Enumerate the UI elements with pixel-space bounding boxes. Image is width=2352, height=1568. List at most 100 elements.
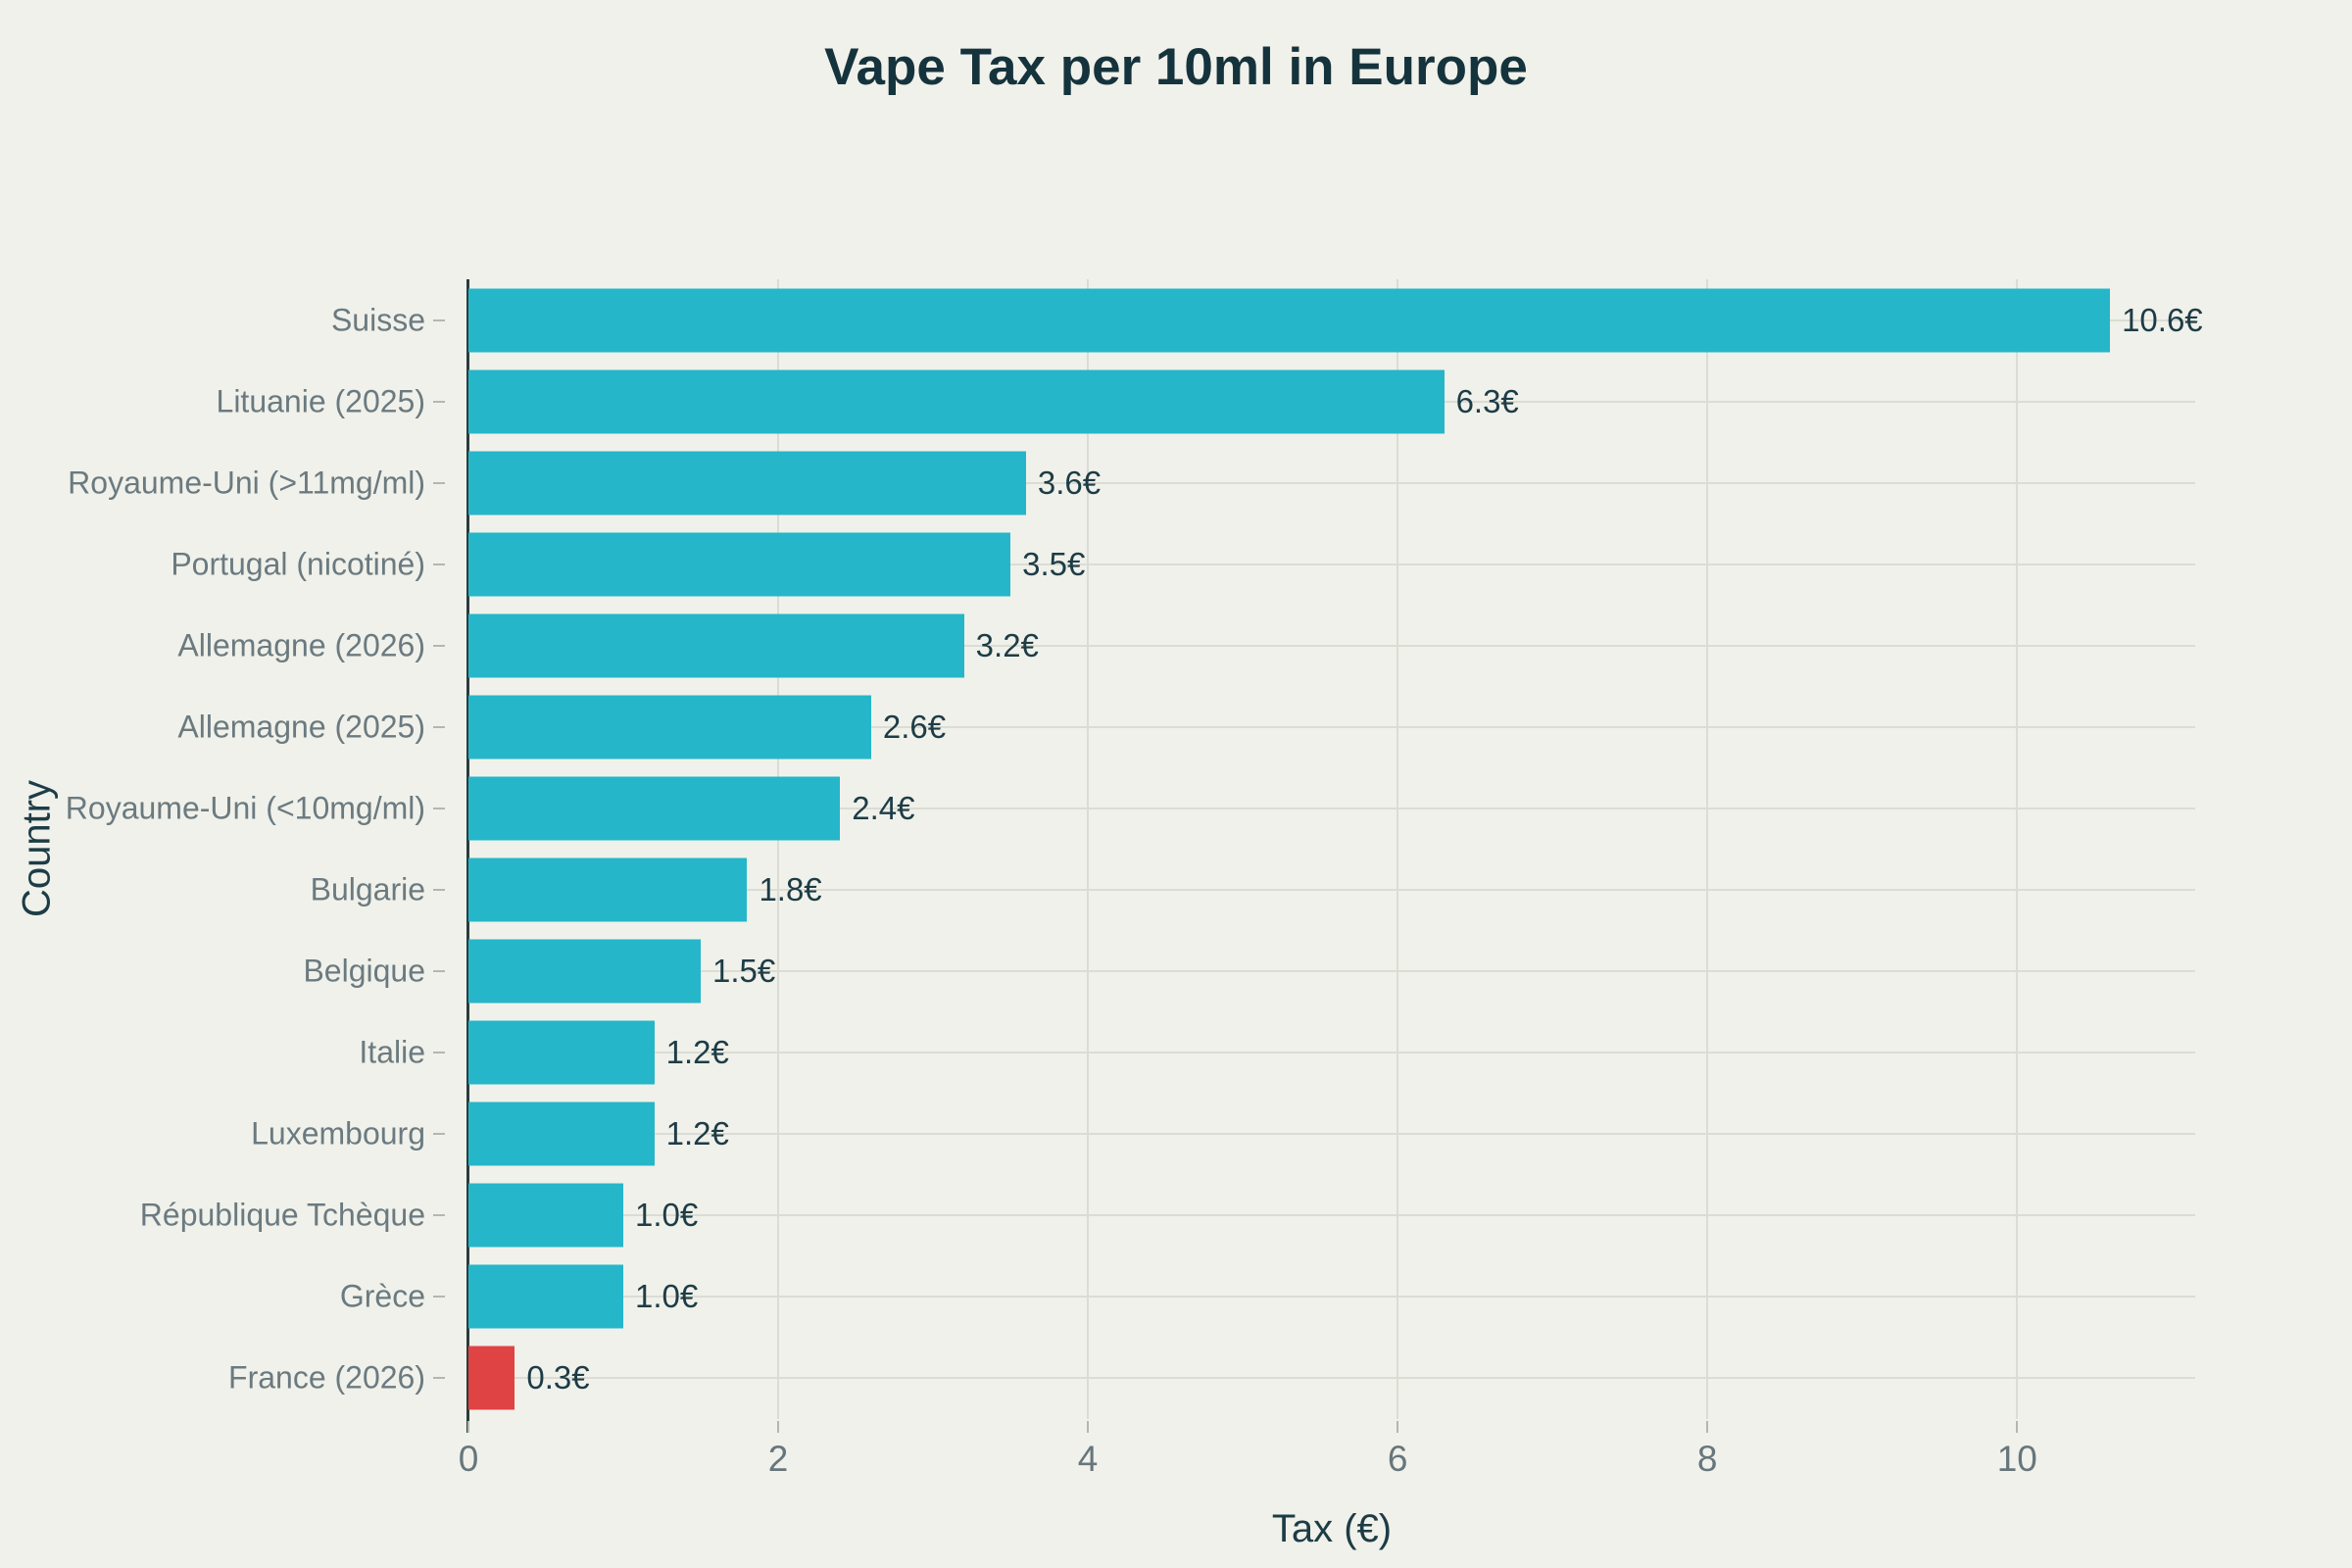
y-tick-mark-grece <box>433 1296 445 1298</box>
y-gridline-france-2026 <box>468 1377 2195 1380</box>
plot-area: 10.6€ 6.3€ 3.6€ 3.5€ 3.2€ 2.6€ 2.4€ 1.8€ 1.5€ 1.2… <box>468 279 2203 1419</box>
x-tick-label-4: 4 <box>1077 1439 1099 1479</box>
y-tick-label-royaume-uni-10mg-ml: Royaume-Uni (<10mg/ml) <box>65 790 425 826</box>
bar-value-label-france-2026: 0.3€ <box>526 1359 590 1396</box>
bar-row-royaume-uni-10mg-ml: 2.4€ <box>468 767 2195 849</box>
x-tick-mark-0 <box>467 1421 469 1433</box>
bar-row-allemagne-2026: 3.2€ <box>468 605 2195 686</box>
bar-row-belgique: 1.5€ <box>468 931 2195 1012</box>
y-tick-mark-bulgarie <box>433 889 445 892</box>
x-tick-mark-2 <box>777 1421 780 1433</box>
y-gridline-luxembourg <box>468 1133 2195 1136</box>
bar-row-luxembourg: 1.2€ <box>468 1094 2195 1175</box>
y-gridline-republique-tcheque <box>468 1214 2195 1217</box>
bar-bulgarie[interactable] <box>468 858 748 922</box>
bar-row-portugal-nicotine: 3.5€ <box>468 523 2195 605</box>
y-gridline-royaume-uni-10mg-ml <box>468 807 2195 809</box>
bar-belgique[interactable] <box>468 939 702 1004</box>
bar-portugal-nicotine[interactable] <box>468 532 1011 597</box>
y-tick-mark-belgique <box>433 970 445 973</box>
bar-royaume-uni-10mg-ml[interactable] <box>468 776 841 841</box>
y-tick-label-luxembourg: Luxembourg <box>251 1115 425 1152</box>
bar-row-grece: 1.0€ <box>468 1256 2195 1338</box>
bar-republique-tcheque[interactable] <box>468 1183 624 1248</box>
y-tick-mark-italie <box>433 1052 445 1054</box>
x-gridline-8 <box>1706 279 1709 1419</box>
y-tick-label-belgique: Belgique <box>303 953 425 989</box>
y-gridline-allemagne-2026 <box>468 644 2195 647</box>
x-gridline-6 <box>1396 279 1399 1419</box>
bar-value-label-allemagne-2026: 3.2€ <box>975 626 1039 663</box>
bar-value-label-italie: 1.2€ <box>665 1034 729 1071</box>
bar-value-label-royaume-uni-10mg-ml: 2.4€ <box>852 789 915 826</box>
bar-value-label-bulgarie: 1.8€ <box>759 871 822 908</box>
bar-italie[interactable] <box>468 1020 655 1085</box>
y-tick-mark-allemagne-2026 <box>433 644 445 647</box>
y-tick-label-republique-tcheque: République Tchèque <box>139 1197 425 1233</box>
x-tick-mark-6 <box>1396 1421 1399 1433</box>
bar-lituanie-2025[interactable] <box>468 369 1445 434</box>
bar-value-label-allemagne-2025: 2.6€ <box>882 708 947 745</box>
bar-grece[interactable] <box>468 1264 624 1329</box>
x-tick-label-2: 2 <box>767 1439 789 1479</box>
y-tick-mark-republique-tcheque <box>433 1214 445 1217</box>
bar-allemagne-2026[interactable] <box>468 613 964 678</box>
bar-row-france-2026: 0.3€ <box>468 1338 2195 1419</box>
x-tick-label-8: 8 <box>1696 1439 1718 1479</box>
bar-row-allemagne-2025: 2.6€ <box>468 686 2195 767</box>
bar-france-2026[interactable] <box>468 1346 515 1410</box>
bar-value-label-grece: 1.0€ <box>635 1278 699 1315</box>
x-tick-label-6: 6 <box>1387 1439 1408 1479</box>
x-tick-label-10: 10 <box>1996 1439 2037 1479</box>
y-tick-mark-lituanie-2025 <box>433 400 445 403</box>
bar-value-label-republique-tcheque: 1.0€ <box>635 1197 699 1234</box>
y-tick-label-suisse: Suisse <box>330 302 425 338</box>
bar-value-label-royaume-uni-11mg-ml: 3.6€ <box>1037 464 1102 501</box>
y-gridline-belgique <box>468 970 2195 973</box>
y-gridline-grece <box>468 1296 2195 1298</box>
bar-value-label-luxembourg: 1.2€ <box>665 1115 729 1152</box>
bar-row-lituanie-2025: 6.3€ <box>468 361 2195 442</box>
y-gridline-italie <box>468 1052 2195 1054</box>
x-gridline-4 <box>1087 279 1090 1419</box>
y-tick-label-grece: Grèce <box>339 1278 425 1314</box>
y-gridline-portugal-nicotine <box>468 563 2195 565</box>
y-tick-mark-portugal-nicotine <box>433 563 445 565</box>
y-tick-label-allemagne-2026: Allemagne (2026) <box>177 627 425 663</box>
bar-royaume-uni-11mg-ml[interactable] <box>468 451 1026 515</box>
y-tick-mark-royaume-uni-11mg-ml <box>433 481 445 484</box>
x-tick-mark-10 <box>2016 1421 2019 1433</box>
bar-row-bulgarie: 1.8€ <box>468 850 2195 931</box>
bar-value-label-portugal-nicotine: 3.5€ <box>1022 545 1086 582</box>
y-tick-label-allemagne-2025: Allemagne (2025) <box>177 709 425 745</box>
bar-allemagne-2025[interactable] <box>468 695 871 760</box>
bar-row-suisse: 10.6€ <box>468 279 2203 361</box>
y-tick-mark-france-2026 <box>433 1377 445 1380</box>
y-tick-label-portugal-nicotine: Portugal (nicotiné) <box>171 546 425 582</box>
bar-row-italie: 1.2€ <box>468 1012 2195 1094</box>
y-tick-label-italie: Italie <box>359 1034 425 1070</box>
y-axis-line <box>466 279 469 1433</box>
x-tick-label-0: 0 <box>458 1439 479 1479</box>
y-axis-labels: Suisse Lituanie (2025) Royaume-Uni (>11mg/… <box>0 279 453 1419</box>
x-tick-mark-4 <box>1087 1421 1090 1433</box>
bar-value-label-lituanie-2025: 6.3€ <box>1455 382 1519 419</box>
y-tick-label-france-2026: France (2026) <box>228 1359 425 1396</box>
y-tick-label-bulgarie: Bulgarie <box>310 871 425 907</box>
y-tick-label-lituanie-2025: Lituanie (2025) <box>216 383 425 419</box>
y-tick-label-royaume-uni-11mg-ml: Royaume-Uni (>11mg/ml) <box>68 465 425 501</box>
y-tick-mark-royaume-uni-10mg-ml <box>433 807 445 809</box>
bar-row-republique-tcheque: 1.0€ <box>468 1175 2195 1256</box>
bar-luxembourg[interactable] <box>468 1102 655 1166</box>
y-gridline-royaume-uni-11mg-ml <box>468 481 2195 484</box>
y-tick-mark-allemagne-2025 <box>433 725 445 728</box>
y-gridline-allemagne-2025 <box>468 725 2195 728</box>
bar-value-label-suisse: 10.6€ <box>2122 301 2203 338</box>
bar-suisse[interactable] <box>468 288 2111 353</box>
y-gridline-bulgarie <box>468 889 2195 892</box>
y-tick-mark-luxembourg <box>433 1133 445 1136</box>
x-axis-ticks: 0 2 4 6 8 10 <box>459 1419 2195 1497</box>
bar-row-royaume-uni-11mg-ml: 3.6€ <box>468 442 2195 523</box>
x-axis-title: Tax (€) <box>1271 1507 1393 1550</box>
